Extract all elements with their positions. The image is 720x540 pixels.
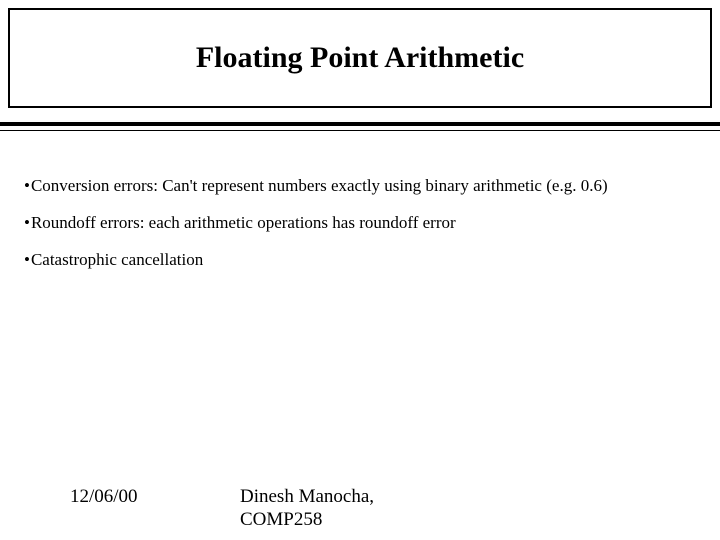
bullet-icon: •	[24, 212, 30, 235]
title-box: Floating Point Arithmetic	[8, 8, 712, 108]
list-item: • Conversion errors: Can't represent num…	[24, 175, 696, 198]
bullet-icon: •	[24, 175, 30, 198]
footer-date: 12/06/00	[0, 486, 240, 532]
bullet-list: • Conversion errors: Can't represent num…	[24, 175, 696, 286]
footer-author: Dinesh Manocha, COMP258	[240, 486, 500, 532]
separator-thin	[0, 130, 720, 131]
bullet-text: Conversion errors: Can't represent numbe…	[31, 175, 696, 198]
list-item: • Roundoff errors: each arithmetic opera…	[24, 212, 696, 235]
footer-author-line1: Dinesh Manocha,	[240, 486, 500, 509]
slide-footer: 12/06/00 Dinesh Manocha, COMP258	[0, 486, 720, 532]
bullet-text: Roundoff errors: each arithmetic operati…	[31, 212, 696, 235]
slide-container: Floating Point Arithmetic • Conversion e…	[0, 0, 720, 540]
list-item: • Catastrophic cancellation	[24, 249, 696, 272]
separator-thick	[0, 122, 720, 126]
slide-title: Floating Point Arithmetic	[196, 41, 524, 75]
bullet-icon: •	[24, 249, 30, 272]
bullet-text: Catastrophic cancellation	[31, 249, 696, 272]
footer-author-line2: COMP258	[240, 509, 500, 532]
